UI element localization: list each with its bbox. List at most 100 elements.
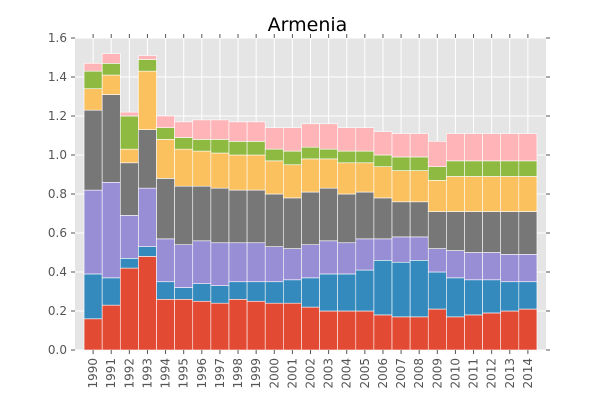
bar-segment (119, 215, 139, 259)
bar-segment (283, 127, 302, 152)
bar-segment (355, 238, 375, 271)
bar-segment (301, 123, 320, 148)
bar-segment (192, 240, 212, 285)
bar-segment (101, 182, 121, 279)
bar-segment (301, 146, 320, 160)
bar-segment (101, 304, 121, 351)
bar-segment (174, 287, 194, 300)
x-tick-label: 1990 (86, 358, 100, 389)
bar-segment (518, 160, 538, 177)
bar-segment (264, 160, 284, 195)
bar-segment (210, 139, 230, 154)
bar-segment (319, 148, 338, 160)
bar-segment (228, 154, 248, 191)
bar-segment (264, 246, 284, 283)
bar-segment (482, 312, 502, 351)
bar-segment (518, 281, 538, 310)
y-tick-label: 1.2 (48, 109, 67, 123)
bar-segment (283, 279, 302, 304)
bar-segment (156, 115, 175, 128)
bar-segment (518, 176, 538, 212)
x-tick-label: 2012 (485, 358, 499, 389)
bar-segment (319, 240, 338, 275)
x-tick-label: 2011 (467, 358, 481, 389)
bar-segment (355, 127, 375, 152)
y-tick-label: 1.0 (48, 148, 67, 162)
bar-segment (409, 133, 429, 158)
bar-segment (101, 277, 121, 306)
x-tick-label: 2009 (430, 358, 444, 389)
bar-segment (337, 193, 357, 244)
bar-segment (264, 127, 284, 150)
bar-segment (337, 310, 357, 351)
bar-segment (192, 150, 212, 187)
bar-segment (210, 119, 230, 140)
bar-segment (83, 318, 103, 351)
bar-segment (192, 139, 212, 152)
bar-segment (409, 156, 429, 171)
bar-segment (500, 211, 520, 255)
bar-segment (228, 141, 248, 156)
bar-segment (83, 189, 103, 275)
bar-segment (518, 211, 538, 255)
bar-segment (156, 139, 175, 179)
bar-segment (500, 160, 520, 177)
bar-segment (156, 281, 175, 300)
bar-segment (174, 121, 194, 138)
bar-segment (355, 162, 375, 193)
bar-segment (210, 302, 230, 351)
bar-segment (138, 129, 157, 189)
bar-segment (101, 63, 121, 76)
bar-segment (210, 242, 230, 286)
bar-segment (464, 211, 483, 253)
bar-segment (373, 154, 393, 167)
bar-segment (174, 137, 194, 150)
y-tick-label: 0.2 (48, 304, 67, 318)
bar-segment (409, 170, 429, 203)
bar-segment (319, 123, 338, 150)
bar-segment (337, 127, 357, 152)
bar-segment (482, 252, 502, 281)
bar-segment (283, 164, 302, 199)
bar-segment (301, 306, 320, 351)
bar-segment (464, 252, 483, 281)
bar-segment (228, 121, 248, 142)
x-tick-label: 2003 (322, 358, 336, 389)
x-tick-label: 1993 (140, 358, 154, 389)
bar-segment (246, 154, 266, 191)
bar-segment (391, 133, 411, 158)
x-tick-label: 2007 (394, 358, 408, 389)
bar-segment (464, 314, 483, 351)
y-tick-label: 1.6 (48, 31, 67, 45)
bar-segment (482, 279, 502, 314)
bar-segment (427, 248, 447, 273)
bar-segment (283, 302, 302, 351)
bar-segment (228, 281, 248, 300)
bar-segment (373, 166, 393, 199)
bar-segment (319, 310, 338, 351)
bar-segment (246, 242, 266, 283)
x-tick-label: 2005 (358, 358, 372, 389)
bar-segment (373, 314, 393, 351)
bar-segment (464, 133, 483, 162)
bar-segment (464, 176, 483, 212)
bar-segment (518, 254, 538, 283)
bar-segment (156, 127, 175, 140)
bar-segment (427, 180, 447, 212)
bar-segment (409, 201, 429, 238)
x-tick-label: 2013 (503, 358, 517, 389)
bar-segment (373, 259, 393, 316)
bar-segment (228, 189, 248, 244)
bar-segment (83, 88, 103, 111)
bar-segment (427, 211, 447, 249)
bar-segment (500, 133, 520, 162)
x-tick-label: 1998 (231, 358, 245, 389)
bar-segment (101, 94, 121, 183)
bar-segment (500, 310, 520, 351)
bar-segment (156, 238, 175, 283)
bar-segment (518, 308, 538, 351)
bar-segment (427, 308, 447, 351)
bar-segment (210, 285, 230, 304)
bar-segment (264, 302, 284, 351)
bar-segment (373, 131, 393, 156)
